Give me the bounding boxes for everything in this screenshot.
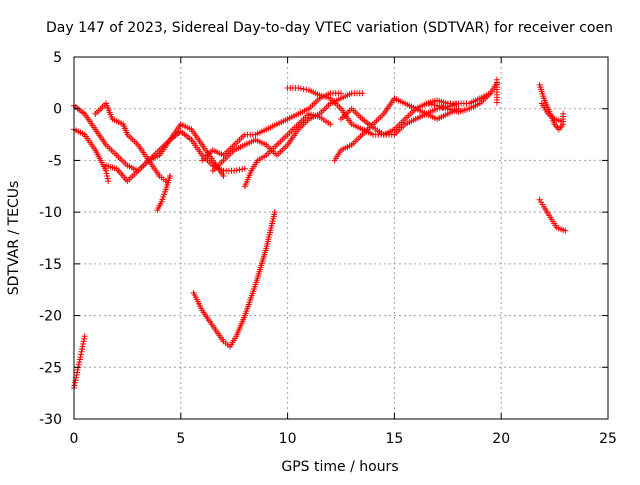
data-point [80,341,87,348]
data-point [103,170,110,177]
y-tick-label: -30 [39,412,62,428]
series-track-11 [284,85,462,138]
data-point [80,338,87,345]
y-axis-label: SDTVAR / TECUs [6,181,22,296]
series-track-10 [241,110,334,190]
data-point [72,379,79,386]
y-tick-label: -20 [39,309,62,325]
data-point [297,85,304,92]
data-point [105,178,112,185]
plot-frame [73,56,609,420]
x-tick-label: 20 [492,431,510,447]
series-track-04 [103,121,227,185]
chart-title: Day 147 of 2023, Sidereal Day-to-day VTE… [46,20,613,36]
data-point [239,166,246,173]
y-tick-label: -5 [48,153,62,169]
data-point [295,85,302,92]
x-tick-label: 10 [279,431,297,447]
data-point [236,166,243,173]
data-point [359,90,366,97]
data-point [271,209,278,216]
data-point [233,167,240,174]
data-point [71,382,78,389]
y-tick-label: -15 [39,257,62,273]
y-tick-label: 5 [53,50,62,66]
data-point [77,353,84,360]
y-tick-label: -25 [39,360,62,376]
series-track-15 [493,76,500,106]
series-track-07 [190,209,278,350]
series-track-17 [538,100,565,125]
data-point [79,346,86,353]
data-point [428,101,435,108]
data-point [303,86,310,93]
data-point [79,343,86,350]
data-point [231,167,238,174]
data-point [73,372,80,379]
data-point [220,172,227,179]
y-tick-label: -10 [39,205,62,221]
x-tick-label: 5 [176,431,185,447]
data-point [78,348,85,355]
data-point [558,118,565,125]
data-point [423,100,430,107]
data-point [74,369,81,376]
data-point [327,121,334,128]
data-point [493,99,500,106]
data-point [103,167,110,174]
axes: 0 5 10 15 20 25 -30 -25 -20 -15 -10 -5 0 5 [39,50,617,447]
y-tick-label: 0 [53,102,62,118]
x-axis-label: GPS time / hours [281,459,398,475]
x-tick-label: 25 [599,431,617,447]
data-point [241,165,248,172]
data-point [77,351,84,358]
data-point [74,366,81,373]
data-point [426,101,433,108]
data-point [76,359,83,366]
series-track-05 [92,100,169,185]
data-point [300,86,307,93]
data-point [338,90,344,97]
data-point [81,335,88,342]
data-point [81,333,88,340]
data-point [76,356,83,363]
data-point [167,172,174,179]
data-point [104,175,111,182]
data-point [75,361,82,368]
series-track-14 [423,79,500,115]
data-point [431,102,438,109]
data-point [560,110,567,117]
series-track-06 [154,172,174,214]
data-point [104,172,111,179]
series-track-08 [199,90,344,164]
data-marks [71,76,569,391]
series-track-18 [536,196,569,234]
x-tick-label: 0 [70,431,79,447]
x-tick-label: 15 [385,431,403,447]
data-point [562,227,569,234]
